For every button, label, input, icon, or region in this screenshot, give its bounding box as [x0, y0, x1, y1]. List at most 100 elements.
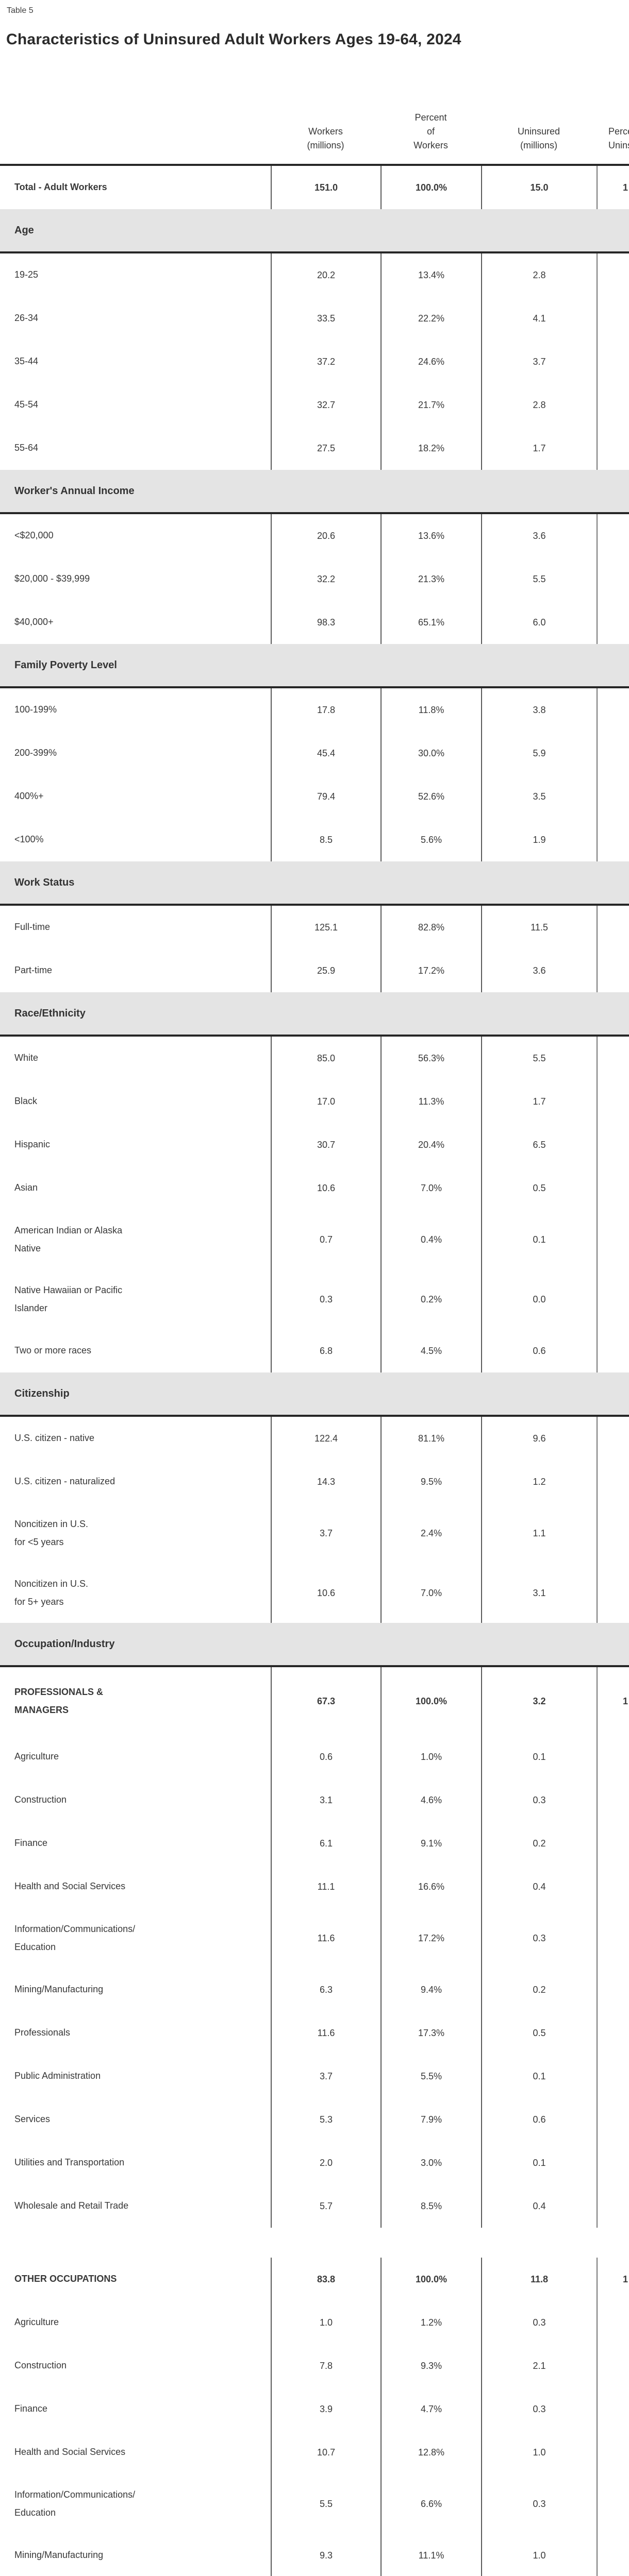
percent-uninsured-value — [597, 1269, 629, 1329]
uninsured-value: 5.9 — [481, 732, 597, 775]
table-row: 19-25 20.2 13.4% 2.8 — [0, 253, 629, 297]
table-row: Utilities and Transportation 2.0 3.0% 0.1 — [0, 2141, 629, 2184]
uninsured-value: 2.1 — [481, 2344, 597, 2387]
workers-value: 10.6 — [271, 1166, 380, 1210]
percent-uninsured-value — [597, 775, 629, 818]
percent-of-workers-value: 1.2% — [380, 2301, 481, 2344]
workers-value: 10.6 — [271, 1563, 380, 1623]
percent-uninsured-value — [597, 2098, 629, 2141]
uninsured-value: 1.9 — [481, 818, 597, 861]
row-label: U.S. citizen - naturalized — [14, 1476, 115, 1487]
table-header-area: Table 5 Characteristics of Uninsured Adu… — [0, 0, 629, 166]
section-header: Family Poverty Level — [0, 644, 629, 688]
table-row: U.S. citizen - naturalized 14.3 9.5% 1.2 — [0, 1460, 629, 1503]
row-label: 19-25 — [14, 269, 39, 280]
percent-of-workers-value: 17.2% — [380, 949, 481, 992]
table-row: Wholesale and Retail Trade 5.7 8.5% 0.4 — [0, 2184, 629, 2228]
workers-value: 3.7 — [271, 2055, 380, 2098]
percent-uninsured-value — [597, 1166, 629, 1210]
workers-value: 5.7 — [271, 2184, 380, 2228]
uninsured-value: 6.0 — [481, 601, 597, 644]
row-label: 26-34 — [14, 313, 39, 324]
uninsured-value: 3.6 — [481, 514, 597, 557]
row-label: Construction — [14, 2360, 67, 2371]
percent-of-workers-value: 13.4% — [380, 253, 481, 297]
workers-value: 79.4 — [271, 775, 380, 818]
percent-of-workers-value: 11.8% — [380, 688, 481, 732]
row-label: <100% — [14, 834, 44, 845]
workers-value: 83.8 — [271, 2258, 380, 2301]
percent-of-workers-value: 30.0% — [380, 732, 481, 775]
percent-uninsured-value: 1 — [597, 2258, 629, 2301]
column-headers: Workers (millions) Percent of Workers Unins… — [0, 111, 629, 164]
percent-uninsured-value — [597, 1822, 629, 1865]
table-row: Construction 7.8 9.3% 2.1 — [0, 2344, 629, 2387]
table-number-label: Table 5 — [7, 6, 34, 15]
workers-value: 151.0 — [271, 166, 380, 209]
row-label: Health and Social Services — [14, 1881, 126, 1892]
uninsured-value: 0.0 — [481, 1269, 597, 1329]
row-label: Mining/Manufacturing — [14, 1984, 104, 1995]
percent-uninsured-value — [597, 2534, 629, 2576]
workers-value: 5.3 — [271, 2098, 380, 2141]
uninsured-value: 11.5 — [481, 906, 597, 949]
row-label: Public Administration — [14, 2071, 101, 2081]
percent-uninsured-value — [597, 1563, 629, 1623]
percent-of-workers-value: 21.7% — [380, 383, 481, 427]
workers-value: 27.5 — [271, 427, 380, 470]
row-label: Utilities and Transportation — [14, 2157, 125, 2168]
row-label: Finance — [14, 2403, 48, 2414]
workers-value: 11.1 — [271, 1865, 380, 1908]
uninsured-value: 0.3 — [481, 1778, 597, 1822]
table-row: 100-199% 17.8 11.8% 3.8 — [0, 688, 629, 732]
workers-value: 6.8 — [271, 1329, 380, 1372]
workers-value: 98.3 — [271, 601, 380, 644]
workers-value: 1.0 — [271, 2301, 380, 2344]
uninsured-value: 9.6 — [481, 1417, 597, 1460]
uninsured-value: 0.3 — [481, 1908, 597, 1968]
percent-of-workers-value: 4.7% — [380, 2387, 481, 2431]
workers-value: 17.8 — [271, 688, 380, 732]
workers-value: 0.7 — [271, 1210, 380, 1269]
percent-of-workers-value: 9.1% — [380, 1822, 481, 1865]
uninsured-value: 2.8 — [481, 383, 597, 427]
percent-of-workers-value: 9.4% — [380, 1968, 481, 2011]
uninsured-value: 1.0 — [481, 2534, 597, 2576]
table-row: Information/Communications/Education 5.5 6… — [0, 2474, 629, 2534]
percent-of-workers-value: 65.1% — [380, 601, 481, 644]
percent-uninsured-value — [597, 1037, 629, 1080]
percent-uninsured-value — [597, 818, 629, 861]
uninsured-value: 0.1 — [481, 2055, 597, 2098]
table-row: Mining/Manufacturing 6.3 9.4% 0.2 — [0, 1968, 629, 2011]
workers-value: 17.0 — [271, 1080, 380, 1123]
table-row: Asian 10.6 7.0% 0.5 — [0, 1166, 629, 1210]
table-row: Public Administration 3.7 5.5% 0.1 — [0, 2055, 629, 2098]
uninsured-value: 1.1 — [481, 1503, 597, 1563]
table-row: Black 17.0 11.3% 1.7 — [0, 1080, 629, 1123]
row-label: U.S. citizen - native — [14, 1433, 95, 1444]
uninsured-value: 3.5 — [481, 775, 597, 818]
percent-uninsured-value — [597, 1080, 629, 1123]
uninsured-value: 0.4 — [481, 2184, 597, 2228]
table-row: Noncitizen in U.S. for <5 years 3.7 2.4% 1.1 — [0, 1503, 629, 1563]
percent-uninsured-value — [597, 1210, 629, 1269]
row-label: 45-54 — [14, 399, 39, 410]
row-label: Hispanic — [14, 1139, 51, 1150]
table-row: Agriculture 0.6 1.0% 0.1 — [0, 1735, 629, 1778]
workers-value: 67.3 — [271, 1667, 380, 1735]
row-label: 400%+ — [14, 791, 44, 802]
workers-value: 3.1 — [271, 1778, 380, 1822]
percent-of-workers-value: 22.2% — [380, 297, 481, 340]
table-row: 55-64 27.5 18.2% 1.7 — [0, 427, 629, 470]
percent-uninsured-value — [597, 1503, 629, 1563]
row-label: Two or more races — [14, 1345, 92, 1356]
row-label: Mining/Manufacturing — [14, 2550, 104, 2561]
percent-of-workers-value: 81.1% — [380, 1417, 481, 1460]
workers-value: 3.9 — [271, 2387, 380, 2431]
percent-uninsured-value — [597, 514, 629, 557]
percent-of-workers-value: 12.8% — [380, 2431, 481, 2474]
section-header: Worker's Annual Income — [0, 470, 629, 514]
percent-uninsured-value — [597, 949, 629, 992]
percent-of-workers-value: 16.6% — [380, 1865, 481, 1908]
table-row: Hispanic 30.7 20.4% 6.5 — [0, 1123, 629, 1166]
